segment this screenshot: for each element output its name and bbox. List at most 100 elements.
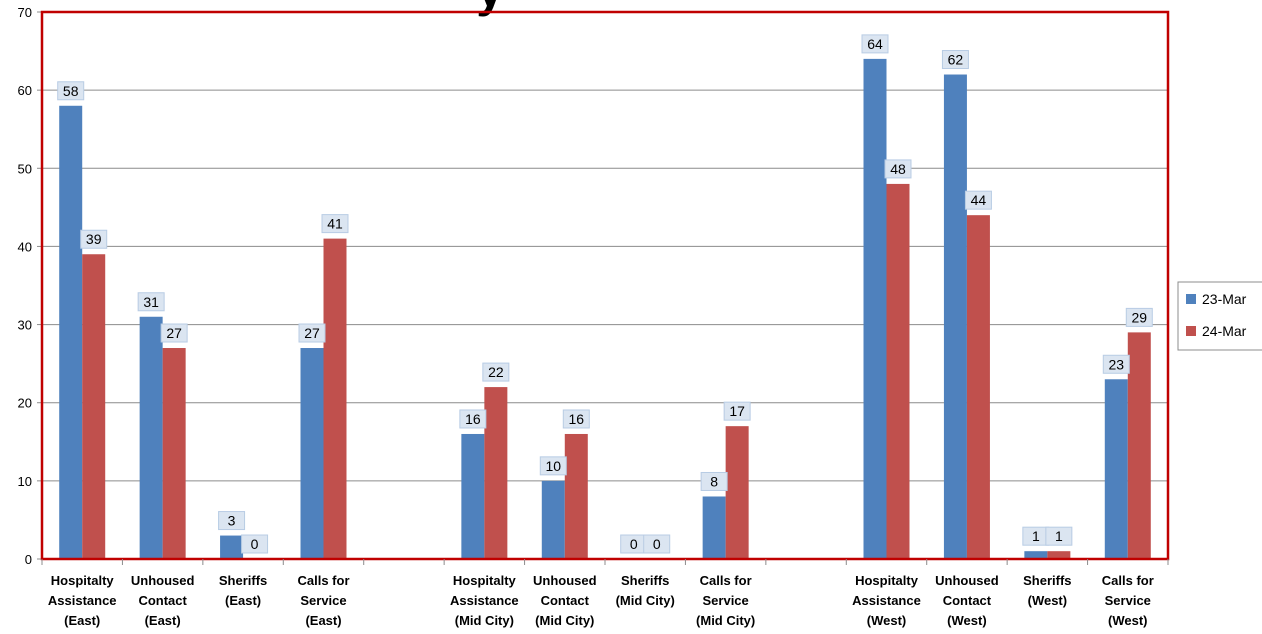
bar bbox=[1024, 551, 1048, 559]
data-label-box bbox=[700, 471, 728, 491]
bar bbox=[220, 535, 244, 559]
bars bbox=[59, 58, 1151, 560]
legend-label: 24-Mar bbox=[1202, 323, 1247, 339]
data-label-box bbox=[80, 229, 108, 249]
data-label-box bbox=[562, 409, 590, 429]
x-category-label: Unhoused Contact (East) bbox=[131, 573, 195, 628]
y-tick-label: 20 bbox=[18, 396, 32, 411]
data-label-box bbox=[539, 456, 567, 476]
bar bbox=[564, 433, 588, 559]
x-category-label: Sheriffs (Mid City) bbox=[616, 573, 675, 608]
bar bbox=[943, 74, 967, 559]
bar bbox=[323, 238, 347, 559]
data-label: 16 bbox=[465, 411, 481, 427]
y-tick-label: 60 bbox=[18, 83, 32, 98]
data-label: 27 bbox=[304, 325, 320, 341]
data-label: 16 bbox=[568, 411, 584, 427]
data-label: 1 bbox=[1032, 528, 1040, 544]
bar bbox=[541, 480, 565, 559]
legend-swatch bbox=[1186, 326, 1196, 336]
bar bbox=[863, 58, 887, 560]
data-label-box bbox=[964, 190, 992, 210]
data-label: 1 bbox=[1055, 528, 1063, 544]
legend: 23-Mar 24-Mar bbox=[1177, 281, 1262, 351]
gridlines bbox=[42, 11, 1168, 482]
data-label: 10 bbox=[545, 458, 561, 474]
bar bbox=[725, 426, 749, 559]
data-label-box bbox=[321, 214, 349, 234]
plot-border bbox=[40, 10, 1170, 561]
legend-label: 23-Mar bbox=[1202, 291, 1247, 307]
data-label-box bbox=[57, 81, 85, 101]
data-label: 64 bbox=[867, 36, 883, 52]
data-label-box bbox=[1102, 354, 1130, 374]
x-category-label: Hospitalty Assistance (Mid City) bbox=[450, 573, 519, 628]
bar bbox=[82, 254, 106, 559]
y-tick-label: 30 bbox=[18, 318, 32, 333]
x-category-label: Sheriffs (West) bbox=[1023, 573, 1071, 608]
data-label-box bbox=[941, 50, 969, 70]
data-label: 23 bbox=[1108, 356, 1124, 372]
x-category-label: Calls for Service (Mid City) bbox=[696, 573, 755, 628]
bar bbox=[162, 348, 186, 559]
data-label: 27 bbox=[166, 325, 182, 341]
data-label: 0 bbox=[653, 536, 661, 552]
legend-swatch bbox=[1186, 294, 1196, 304]
legend-box bbox=[1177, 281, 1262, 351]
data-label: 17 bbox=[729, 403, 745, 419]
data-label-box bbox=[1125, 307, 1153, 327]
bar bbox=[1047, 551, 1071, 559]
bar bbox=[59, 105, 83, 560]
x-category-label: Unhoused Contact (Mid City) bbox=[533, 573, 597, 628]
data-label-box bbox=[643, 534, 671, 554]
y-tick-label: 70 bbox=[18, 5, 32, 20]
data-label-box bbox=[861, 34, 889, 54]
data-labels: 58 31 3 27 16 10 0 8 64 62 1 23 39 27 0 41 22 16 0 17 48 44 1 2… bbox=[57, 34, 1153, 554]
y-tick-label: 40 bbox=[18, 239, 32, 254]
data-label: 62 bbox=[948, 52, 964, 68]
bar bbox=[461, 433, 485, 559]
x-category-label: Calls for Service (West) bbox=[1102, 573, 1154, 628]
data-label-box bbox=[298, 323, 326, 343]
data-label: 39 bbox=[86, 231, 102, 247]
y-tick-label: 0 bbox=[25, 552, 32, 567]
data-label-box bbox=[459, 409, 487, 429]
data-label: 48 bbox=[890, 161, 906, 177]
data-label: 3 bbox=[228, 513, 236, 529]
data-label-box bbox=[482, 362, 510, 382]
y-tick-label: 10 bbox=[18, 474, 32, 489]
x-category-label: Sheriffs (East) bbox=[219, 573, 267, 608]
data-label: 41 bbox=[327, 216, 343, 232]
data-label-box bbox=[241, 534, 269, 554]
data-label-box bbox=[884, 159, 912, 179]
bar bbox=[702, 496, 726, 559]
data-label: 29 bbox=[1131, 309, 1147, 325]
bar bbox=[300, 348, 324, 559]
bar bbox=[966, 215, 990, 559]
bar bbox=[139, 316, 163, 559]
x-category-label: Hospitalty Assistance (West) bbox=[852, 573, 921, 628]
data-label: 58 bbox=[63, 83, 79, 99]
data-label: 0 bbox=[251, 536, 259, 552]
x-category-label: Unhoused Contact (West) bbox=[935, 573, 999, 628]
bar bbox=[484, 387, 508, 559]
data-label-box bbox=[723, 401, 751, 421]
data-label-box bbox=[137, 292, 165, 312]
data-label-box bbox=[160, 323, 188, 343]
data-label-box bbox=[218, 511, 246, 531]
x-category-label: Calls for Service (East) bbox=[297, 573, 349, 628]
data-label-box bbox=[1045, 526, 1073, 546]
bar bbox=[1104, 379, 1128, 559]
chart-title-fragment: y bbox=[476, 0, 504, 17]
bar bbox=[886, 183, 910, 559]
x-category-label: Hospitalty Assistance (East) bbox=[48, 573, 117, 628]
data-label: 22 bbox=[488, 364, 504, 380]
bar bbox=[1127, 332, 1151, 559]
data-label: 44 bbox=[971, 192, 987, 208]
data-label: 31 bbox=[143, 294, 159, 310]
data-label: 0 bbox=[630, 536, 638, 552]
data-label: 8 bbox=[710, 473, 718, 489]
y-tick-label: 50 bbox=[18, 161, 32, 176]
